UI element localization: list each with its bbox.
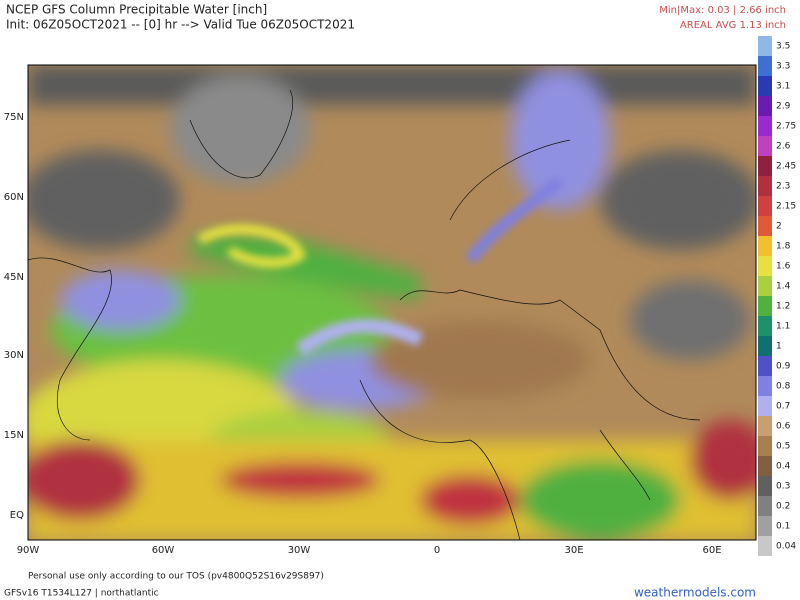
map (28, 65, 756, 540)
colorbar-cell (758, 436, 772, 456)
moisture-field (28, 65, 756, 540)
colorbar-cell (758, 516, 772, 536)
colorbar-cell (758, 176, 772, 196)
tos-note: Personal use only according to our TOS (… (28, 572, 324, 582)
colorbar-cell (758, 376, 772, 396)
lon-label: 90W (17, 545, 40, 556)
lat-label: 15N (4, 430, 24, 441)
colorbar-cell (758, 476, 772, 496)
axes: 75N 60N 45N 30N 15N EQ 90W 60W 30W 0 30E 60E (4, 112, 722, 556)
colorbar-label: 2.45 (776, 162, 796, 172)
colorbar-label: 0.9 (776, 362, 791, 372)
colorbar-cell (758, 256, 772, 276)
model-info: GFSv16 T1534L127 | northatlantic (4, 589, 159, 599)
colorbar-cell (758, 76, 772, 96)
colorbar-label: 0.1 (776, 522, 790, 532)
coastlines (28, 89, 701, 540)
colorbar-cell (758, 416, 772, 436)
colorbar-label: 1.8 (776, 242, 791, 252)
colorbar-cell (758, 396, 772, 416)
colorbar: 3.5 3.3 3.1 2.9 2.75 2.6 2.45 2.3 2.15 2 1.8 1.6 1.4… (758, 36, 796, 556)
colorbar-label: 0.4 (776, 462, 791, 472)
colorbar-cell (758, 496, 772, 516)
plume (197, 175, 565, 356)
colorbar-label: 1.1 (776, 322, 790, 332)
colorbar-label: 2 (776, 222, 782, 232)
colorbar-label: 3.5 (776, 42, 790, 52)
colorbar-cell (758, 356, 772, 376)
colorbar-label: 0.6 (776, 422, 791, 432)
lat-label: 75N (4, 112, 24, 123)
colorbar-label: 0.7 (776, 402, 790, 412)
lat-label: 30N (4, 350, 24, 361)
lon-label: 30E (564, 545, 583, 556)
lat-label: EQ (10, 510, 24, 521)
colorbar-cell (758, 336, 772, 356)
colorbar-label: 3.1 (776, 82, 790, 92)
colorbar-label: 2.75 (776, 122, 796, 132)
colorbar-label: 1 (776, 342, 782, 352)
colorbar-label: 1.2 (776, 302, 790, 312)
colorbar-cell (758, 296, 772, 316)
colorbar-label: 3.3 (776, 62, 790, 72)
title: NCEP GFS Column Precipitable Water [inch… (6, 3, 267, 17)
colorbar-cell (758, 316, 772, 336)
colorbar-label: 1.4 (776, 282, 791, 292)
colorbar-label: 2.3 (776, 182, 790, 192)
colorbar-cell (758, 216, 772, 236)
colorbar-cell (758, 96, 772, 116)
lon-label: 60E (702, 545, 721, 556)
colorbar-label: 0.2 (776, 502, 790, 512)
colorbar-cell (758, 276, 772, 296)
colorbar-label: 0.8 (776, 382, 791, 392)
minmax: Min|Max: 0.03 | 2.66 inch (659, 5, 786, 16)
subtitle: Init: 06Z05OCT2021 -- [0] hr --> Valid T… (6, 18, 355, 32)
lon-label: 30W (288, 545, 311, 556)
areal-avg: AREAL AVG 1.13 inch (680, 20, 786, 31)
map-frame (27, 64, 757, 541)
colorbar-cell (758, 136, 772, 156)
colorbar-label: 1.6 (776, 262, 791, 272)
lon-label: 60W (152, 545, 175, 556)
colorbar-cell (758, 156, 772, 176)
colorbar-cell (758, 236, 772, 256)
lon-label: 0 (434, 545, 440, 556)
lat-label: 45N (4, 272, 24, 283)
colorbar-cell (758, 36, 772, 56)
colorbar-label: 0.04 (776, 542, 796, 552)
colorbar-label: 2.9 (776, 102, 791, 112)
colorbar-label: 0.3 (776, 482, 790, 492)
colorbar-label: 2.6 (776, 142, 791, 152)
colorbar-label: 0.5 (776, 442, 790, 452)
lat-label: 60N (4, 192, 24, 203)
colorbar-cell (758, 116, 772, 136)
site-link[interactable]: weathermodels.com (634, 586, 756, 600)
colorbar-cell (758, 456, 772, 476)
colorbar-cell (758, 56, 772, 76)
colorbar-label: 2.15 (776, 202, 796, 212)
colorbar-cell (758, 196, 772, 216)
colorbar-cell (758, 536, 772, 556)
